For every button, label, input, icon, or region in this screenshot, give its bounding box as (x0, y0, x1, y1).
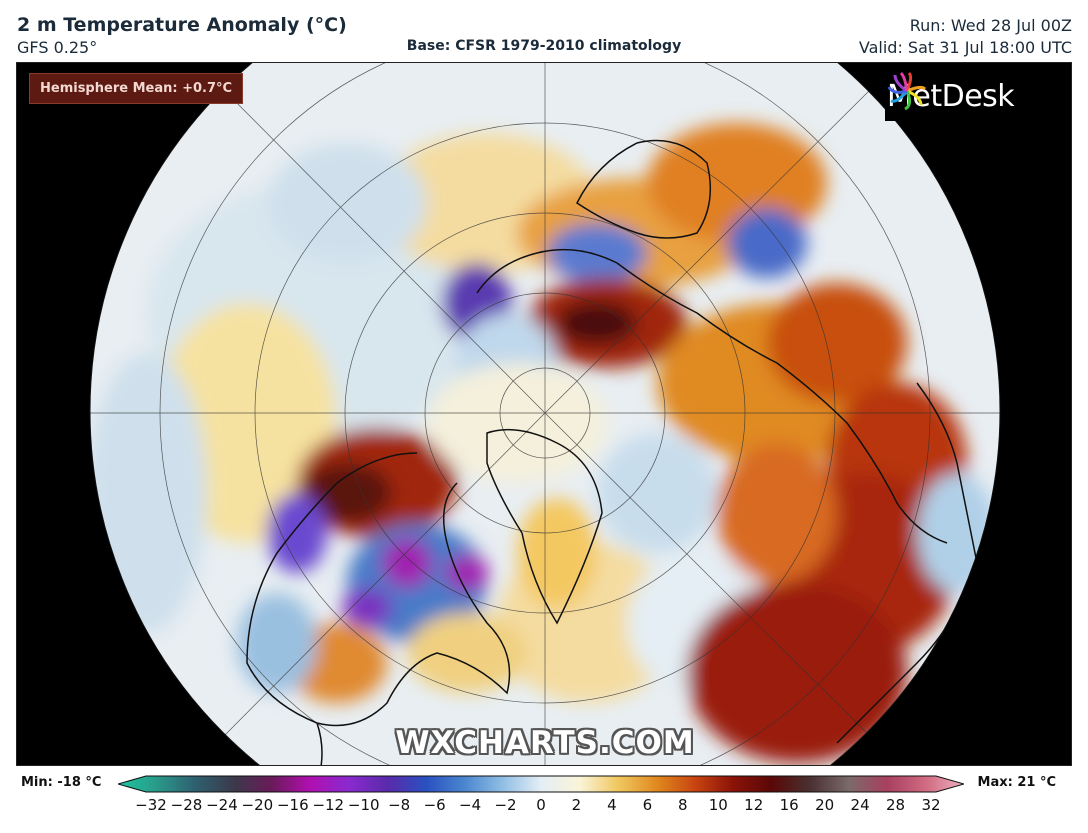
colorbar-tick-label: 16 (779, 796, 799, 814)
run-time-label: Run: Wed 28 Jul 00Z (909, 16, 1072, 35)
colorbar-ticks: −32 −28 −24 −20 −16 −12 −10 −8 −6 −4 −2 0 2 4 6 8 10 12 16… (0, 796, 1088, 820)
colorbar-tick-label: −4 (459, 796, 482, 814)
colorbar-legend (118, 775, 964, 793)
colorbar-tick-label: 12 (744, 796, 764, 814)
colorbar-tick-label: −2 (494, 796, 517, 814)
metdesk-logo: MetDesk (885, 71, 1065, 121)
colorbar-tick-label: 0 (536, 796, 546, 814)
colorbar-tick-label: −12 (312, 796, 345, 814)
colorbar-tick-label: 32 (921, 796, 941, 814)
colorbar-tick-label: −24 (206, 796, 238, 814)
polar-map-graphic (89, 63, 1001, 765)
colorbar-bar (118, 775, 964, 793)
colorbar-tick-label: 6 (642, 796, 653, 814)
colorbar-tick-label: −6 (423, 796, 446, 814)
colorbar-tick-label: 24 (850, 796, 870, 814)
colorbar-tick-label: 10 (708, 796, 728, 814)
climatology-base-label: Base: CFSR 1979-2010 climatology (406, 38, 682, 54)
temperature-anomaly-map: Hemisphere Mean: +0.7°C MetDesk WXCHARTS… (16, 62, 1072, 766)
colorbar-tick-label: −10 (347, 796, 380, 814)
colorbar-tick-label: 8 (678, 796, 688, 814)
hemisphere-mean-badge: Hemisphere Mean: +0.7°C (29, 73, 244, 104)
valid-time-label: Valid: Sat 31 Jul 18:00 UTC (858, 38, 1072, 57)
pinwheel-logo-icon (887, 71, 927, 111)
colorbar-tick-label: −28 (170, 796, 203, 814)
anomaly-field (90, 63, 1000, 765)
colorbar-tick-label: −32 (135, 796, 167, 814)
colorbar-tick-label: 2 (571, 796, 582, 814)
colorbar-tick-label: 20 (815, 796, 835, 814)
wxcharts-watermark: WXCHARTS.COM (395, 725, 695, 761)
colorbar-tick-label: 4 (607, 796, 617, 814)
chart-title: 2 m Temperature Anomaly (°C) (17, 14, 347, 36)
colorbar-tick-label: −8 (388, 796, 411, 814)
colorbar-tick-label: −20 (241, 796, 274, 814)
min-value-label: Min: -18 °C (21, 775, 102, 790)
colorbar-tick-label: −16 (276, 796, 309, 814)
model-label: GFS 0.25° (17, 38, 98, 57)
colorbar-tick-label: 28 (885, 796, 906, 814)
max-value-label: Max: 21 °C (977, 775, 1056, 790)
